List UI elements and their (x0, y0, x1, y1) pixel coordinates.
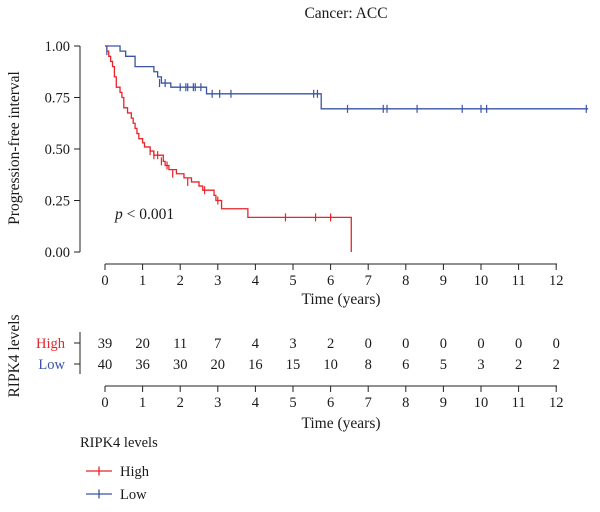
risk-x-tick-label: 12 (549, 395, 564, 411)
risk-count-low: 16 (248, 357, 263, 373)
risk-count-high: 7 (214, 336, 221, 352)
x-axis-title: Time (years) (301, 291, 380, 308)
risk-x-tick-label: 8 (402, 395, 409, 411)
risk-count-low: 2 (515, 357, 522, 373)
km-plot: 0.000.250.500.751.00 0 1 2 3 4 5 6 7 8 9 10 11 12 p … (6, 39, 589, 308)
legend-label-high: High (120, 464, 150, 480)
risk-count-low: 20 (211, 357, 226, 373)
y-tick-label: 0.50 (45, 142, 70, 158)
risk-count-low: 8 (365, 357, 372, 373)
risk-count-low: 6 (402, 357, 409, 373)
risk-count-high: 0 (515, 336, 522, 352)
risk-x-tick-label: 5 (289, 395, 296, 411)
x-tick-label: 4 (252, 273, 260, 289)
km-curve-low (105, 45, 589, 110)
x-ticks: 0 1 2 3 4 5 6 7 8 9 10 11 12 (101, 264, 563, 289)
risk-count-high: 0 (365, 336, 372, 352)
km-curve-high (105, 45, 352, 252)
p-value-text: < 0.001 (123, 206, 174, 223)
risk-count-high: 3 (289, 336, 296, 352)
risk-count-high: 4 (252, 336, 260, 352)
p-value-annotation: p < 0.001 (114, 206, 174, 223)
risk-count-low: 30 (173, 357, 188, 373)
x-tick-label: 7 (365, 273, 372, 289)
legend-label-low: Low (120, 487, 147, 503)
risk-table-x-ticks: 0 1 2 3 4 5 6 7 8 9 10 11 12 (101, 386, 563, 411)
risk-count-low: 36 (135, 357, 150, 373)
y-tick-label: 0.75 (45, 91, 70, 107)
risk-x-tick-label: 11 (512, 395, 526, 411)
risk-count-low: 40 (98, 357, 113, 373)
risk-x-tick-label: 9 (440, 395, 447, 411)
risk-count-high: 0 (402, 336, 409, 352)
legend-title: RIPK4 levels (80, 435, 158, 451)
risk-x-tick-label: 4 (252, 395, 260, 411)
risk-x-tick-label: 10 (474, 395, 489, 411)
risk-count-low: 3 (477, 357, 484, 373)
risk-row-label-low: Low (38, 357, 65, 373)
risk-x-tick-label: 7 (365, 395, 372, 411)
risk-x-tick-label: 2 (177, 395, 184, 411)
risk-x-tick-label: 3 (214, 395, 221, 411)
risk-count-low: 5 (440, 357, 447, 373)
x-tick-label: 8 (402, 273, 409, 289)
risk-x-tick-label: 6 (327, 395, 334, 411)
risk-count-high: 2 (327, 336, 334, 352)
risk-x-tick-label: 0 (101, 395, 108, 411)
risk-count-high: 20 (135, 336, 150, 352)
legend-items: High Low (86, 464, 150, 503)
survival-curves (105, 45, 589, 252)
x-tick-label: 6 (327, 273, 334, 289)
x-tick-label: 5 (289, 273, 296, 289)
y-tick-label: 1.00 (45, 39, 70, 55)
x-tick-label: 0 (101, 273, 108, 289)
risk-row-label-high: High (36, 336, 66, 352)
y-axis-title: Progression-free interval (6, 71, 23, 225)
risk-count-high: 0 (553, 336, 560, 352)
x-tick-label: 10 (474, 273, 489, 289)
x-tick-label: 3 (214, 273, 221, 289)
risk-count-low: 10 (323, 357, 338, 373)
legend: RIPK4 levels High Low (80, 435, 158, 503)
risk-count-low: 2 (553, 357, 560, 373)
risk-count-high: 0 (440, 336, 447, 352)
p-symbol: p (114, 206, 123, 223)
y-tick-label: 0.00 (45, 245, 70, 261)
y-tick-label: 0.25 (45, 194, 70, 210)
x-tick-label: 11 (512, 273, 526, 289)
risk-table-y-title: RIPK4 levels (6, 314, 23, 397)
risk-count-high: 0 (477, 336, 484, 352)
x-tick-label: 1 (139, 273, 146, 289)
risk-count-high: 39 (98, 336, 113, 352)
x-tick-label: 2 (177, 273, 184, 289)
risk-table-x-title: Time (years) (301, 415, 380, 432)
risk-x-tick-label: 1 (139, 395, 146, 411)
risk-count-low: 15 (286, 357, 301, 373)
x-tick-label: 12 (549, 273, 564, 289)
chart-title: Cancer: ACC (304, 5, 387, 22)
risk-count-high: 11 (173, 336, 187, 352)
x-tick-label: 9 (440, 273, 447, 289)
y-ticks: 0.00 0.25 0.50 0.75 1.00 (45, 39, 80, 261)
